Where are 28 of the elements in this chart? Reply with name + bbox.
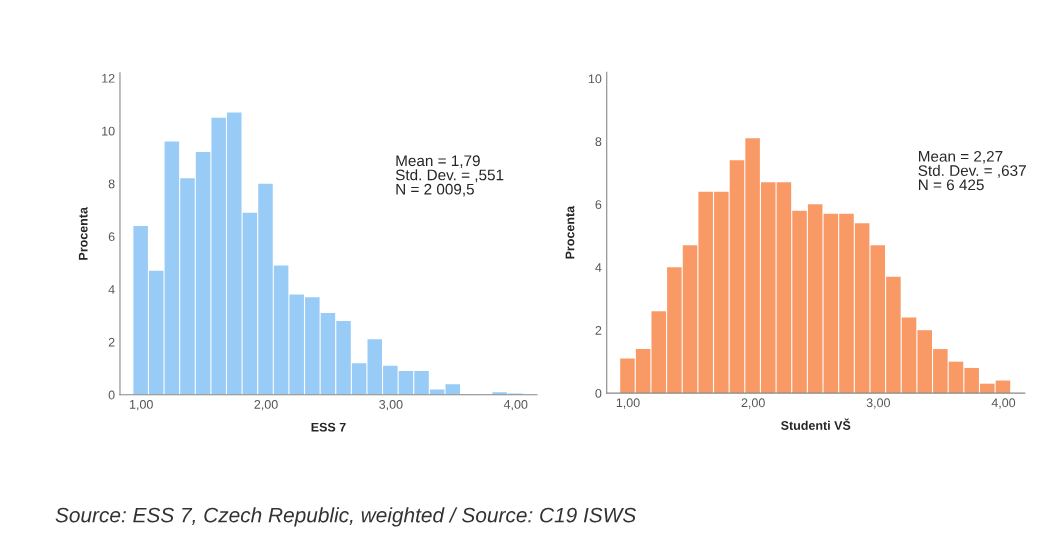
x-tick-label: 2,00	[254, 399, 278, 411]
y-tick-label: 8	[108, 179, 115, 189]
y-tick-label: 0	[595, 388, 602, 398]
x-axis-title: Studenti VŠ	[781, 418, 851, 430]
y-tick-label: 6	[108, 232, 115, 242]
x-tick-label: 3,00	[866, 398, 890, 409]
y-tick-label: 2	[595, 326, 602, 335]
annotation: Mean = 2,27 Std. Dev. = ,637 N = 6 425	[918, 150, 1026, 191]
y-tick-label: 8	[595, 137, 602, 147]
source-note: Source: ESS 7, Czech Republic, weighted / Source: C19 ISWS	[55, 507, 637, 527]
annotation: Mean = 1,79 Std. Dev. = ,551 N = 2 009,5	[395, 155, 504, 197]
x-tick-label: 4,00	[991, 398, 1016, 409]
x-tick-label: 1,00	[616, 398, 640, 409]
y-tick-label: 0	[108, 390, 115, 400]
y-axis-title: Procenta	[78, 206, 88, 260]
x-tick-label: 2,00	[741, 398, 765, 409]
y-tick-label: 10	[102, 126, 115, 136]
y-axis-title: Procenta	[565, 205, 575, 259]
y-tick-label: 12	[102, 73, 115, 83]
y-tick-label: 6	[595, 200, 602, 210]
x-axis-title: ESS 7	[311, 422, 346, 432]
y-tick-label: 2	[108, 337, 115, 347]
y-tick-label: 4	[595, 263, 602, 272]
y-tick-label: 10	[588, 74, 602, 84]
y-tick-label: 4	[108, 285, 115, 294]
x-tick-label: 4,00	[503, 399, 528, 411]
x-tick-label: 3,00	[379, 399, 403, 411]
x-tick-label: 1,00	[129, 399, 153, 411]
